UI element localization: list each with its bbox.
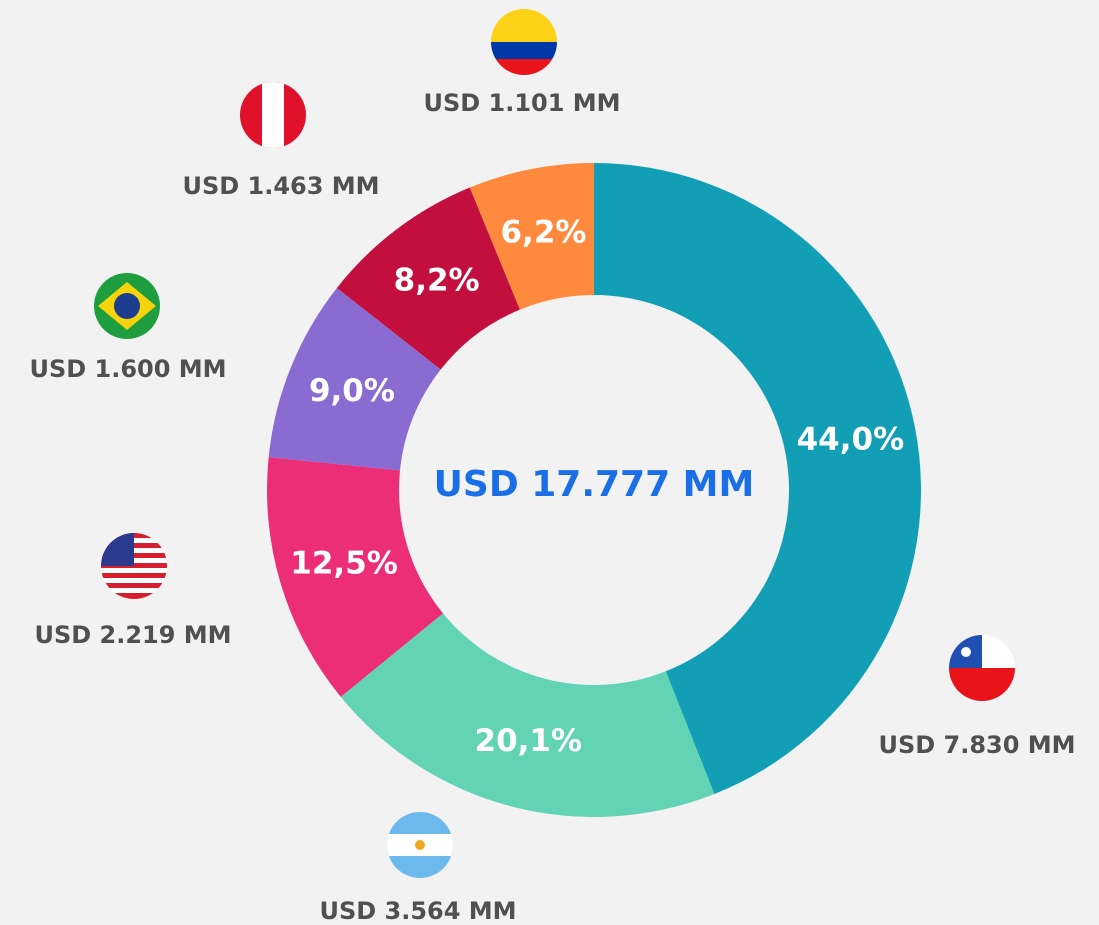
percent-label: 20,1%	[475, 723, 583, 759]
amount-label: USD 1.101 MM	[423, 89, 620, 117]
donut-segment	[340, 613, 715, 818]
flag-peru	[240, 82, 306, 148]
amount-label: USD 1.600 MM	[29, 355, 226, 383]
percent-label: 6,2%	[500, 214, 586, 250]
percent-label: 9,0%	[309, 373, 395, 409]
donut-segment	[594, 163, 921, 795]
donut-segment	[336, 187, 520, 370]
percent-label: 12,5%	[290, 546, 398, 582]
flag-brazil	[94, 273, 160, 339]
flag-usa	[101, 533, 167, 599]
amount-label: USD 3.564 MM	[319, 897, 516, 925]
flag-argentina	[387, 812, 453, 878]
donut-segment	[267, 457, 443, 697]
donut-segment	[469, 163, 594, 310]
center-label: USD 17.777 MM	[434, 464, 755, 505]
flag-chile	[949, 635, 1015, 701]
amount-label: USD 2.219 MM	[34, 621, 231, 649]
amount-label: USD 7.830 MM	[878, 731, 1075, 759]
flag-colombia	[491, 9, 557, 75]
amount-label: USD 1.463 MM	[182, 172, 379, 200]
percent-label: 8,2%	[394, 262, 480, 298]
donut-segment	[268, 287, 441, 471]
percent-label: 44,0%	[797, 422, 905, 458]
